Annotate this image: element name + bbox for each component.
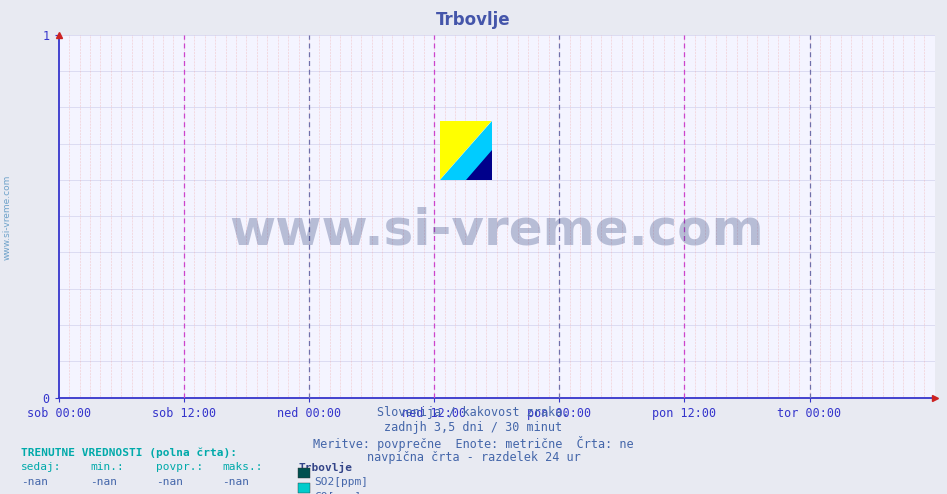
Text: zadnjh 3,5 dni / 30 minut: zadnjh 3,5 dni / 30 minut bbox=[384, 421, 563, 434]
Text: -nan: -nan bbox=[90, 492, 117, 494]
Text: sedaj:: sedaj: bbox=[21, 462, 62, 472]
Text: -nan: -nan bbox=[90, 477, 117, 487]
Text: -nan: -nan bbox=[223, 492, 250, 494]
Text: -nan: -nan bbox=[156, 492, 184, 494]
Text: maks.:: maks.: bbox=[223, 462, 263, 472]
Text: SO2[ppm]: SO2[ppm] bbox=[314, 477, 368, 487]
Polygon shape bbox=[466, 150, 491, 180]
Text: Slovenija / kakovost zraka.: Slovenija / kakovost zraka. bbox=[377, 406, 570, 419]
Text: povpr.:: povpr.: bbox=[156, 462, 204, 472]
Text: -nan: -nan bbox=[156, 477, 184, 487]
Text: www.si-vreme.com: www.si-vreme.com bbox=[229, 206, 764, 254]
Text: CO[ppm]: CO[ppm] bbox=[314, 492, 362, 494]
Text: TRENUTNE VREDNOSTI (polna črta):: TRENUTNE VREDNOSTI (polna črta): bbox=[21, 447, 237, 457]
Text: Trbovlje: Trbovlje bbox=[437, 11, 510, 29]
Text: navpična črta - razdelek 24 ur: navpična črta - razdelek 24 ur bbox=[366, 451, 581, 463]
Text: -nan: -nan bbox=[223, 477, 250, 487]
Polygon shape bbox=[439, 121, 491, 180]
Text: Meritve: povprečne  Enote: metrične  Črta: ne: Meritve: povprečne Enote: metrične Črta:… bbox=[313, 436, 634, 451]
Text: min.:: min.: bbox=[90, 462, 124, 472]
Text: Trbovlje: Trbovlje bbox=[298, 462, 352, 473]
Polygon shape bbox=[439, 121, 491, 180]
Text: -nan: -nan bbox=[21, 477, 48, 487]
Text: www.si-vreme.com: www.si-vreme.com bbox=[3, 175, 12, 260]
Text: -nan: -nan bbox=[21, 492, 48, 494]
